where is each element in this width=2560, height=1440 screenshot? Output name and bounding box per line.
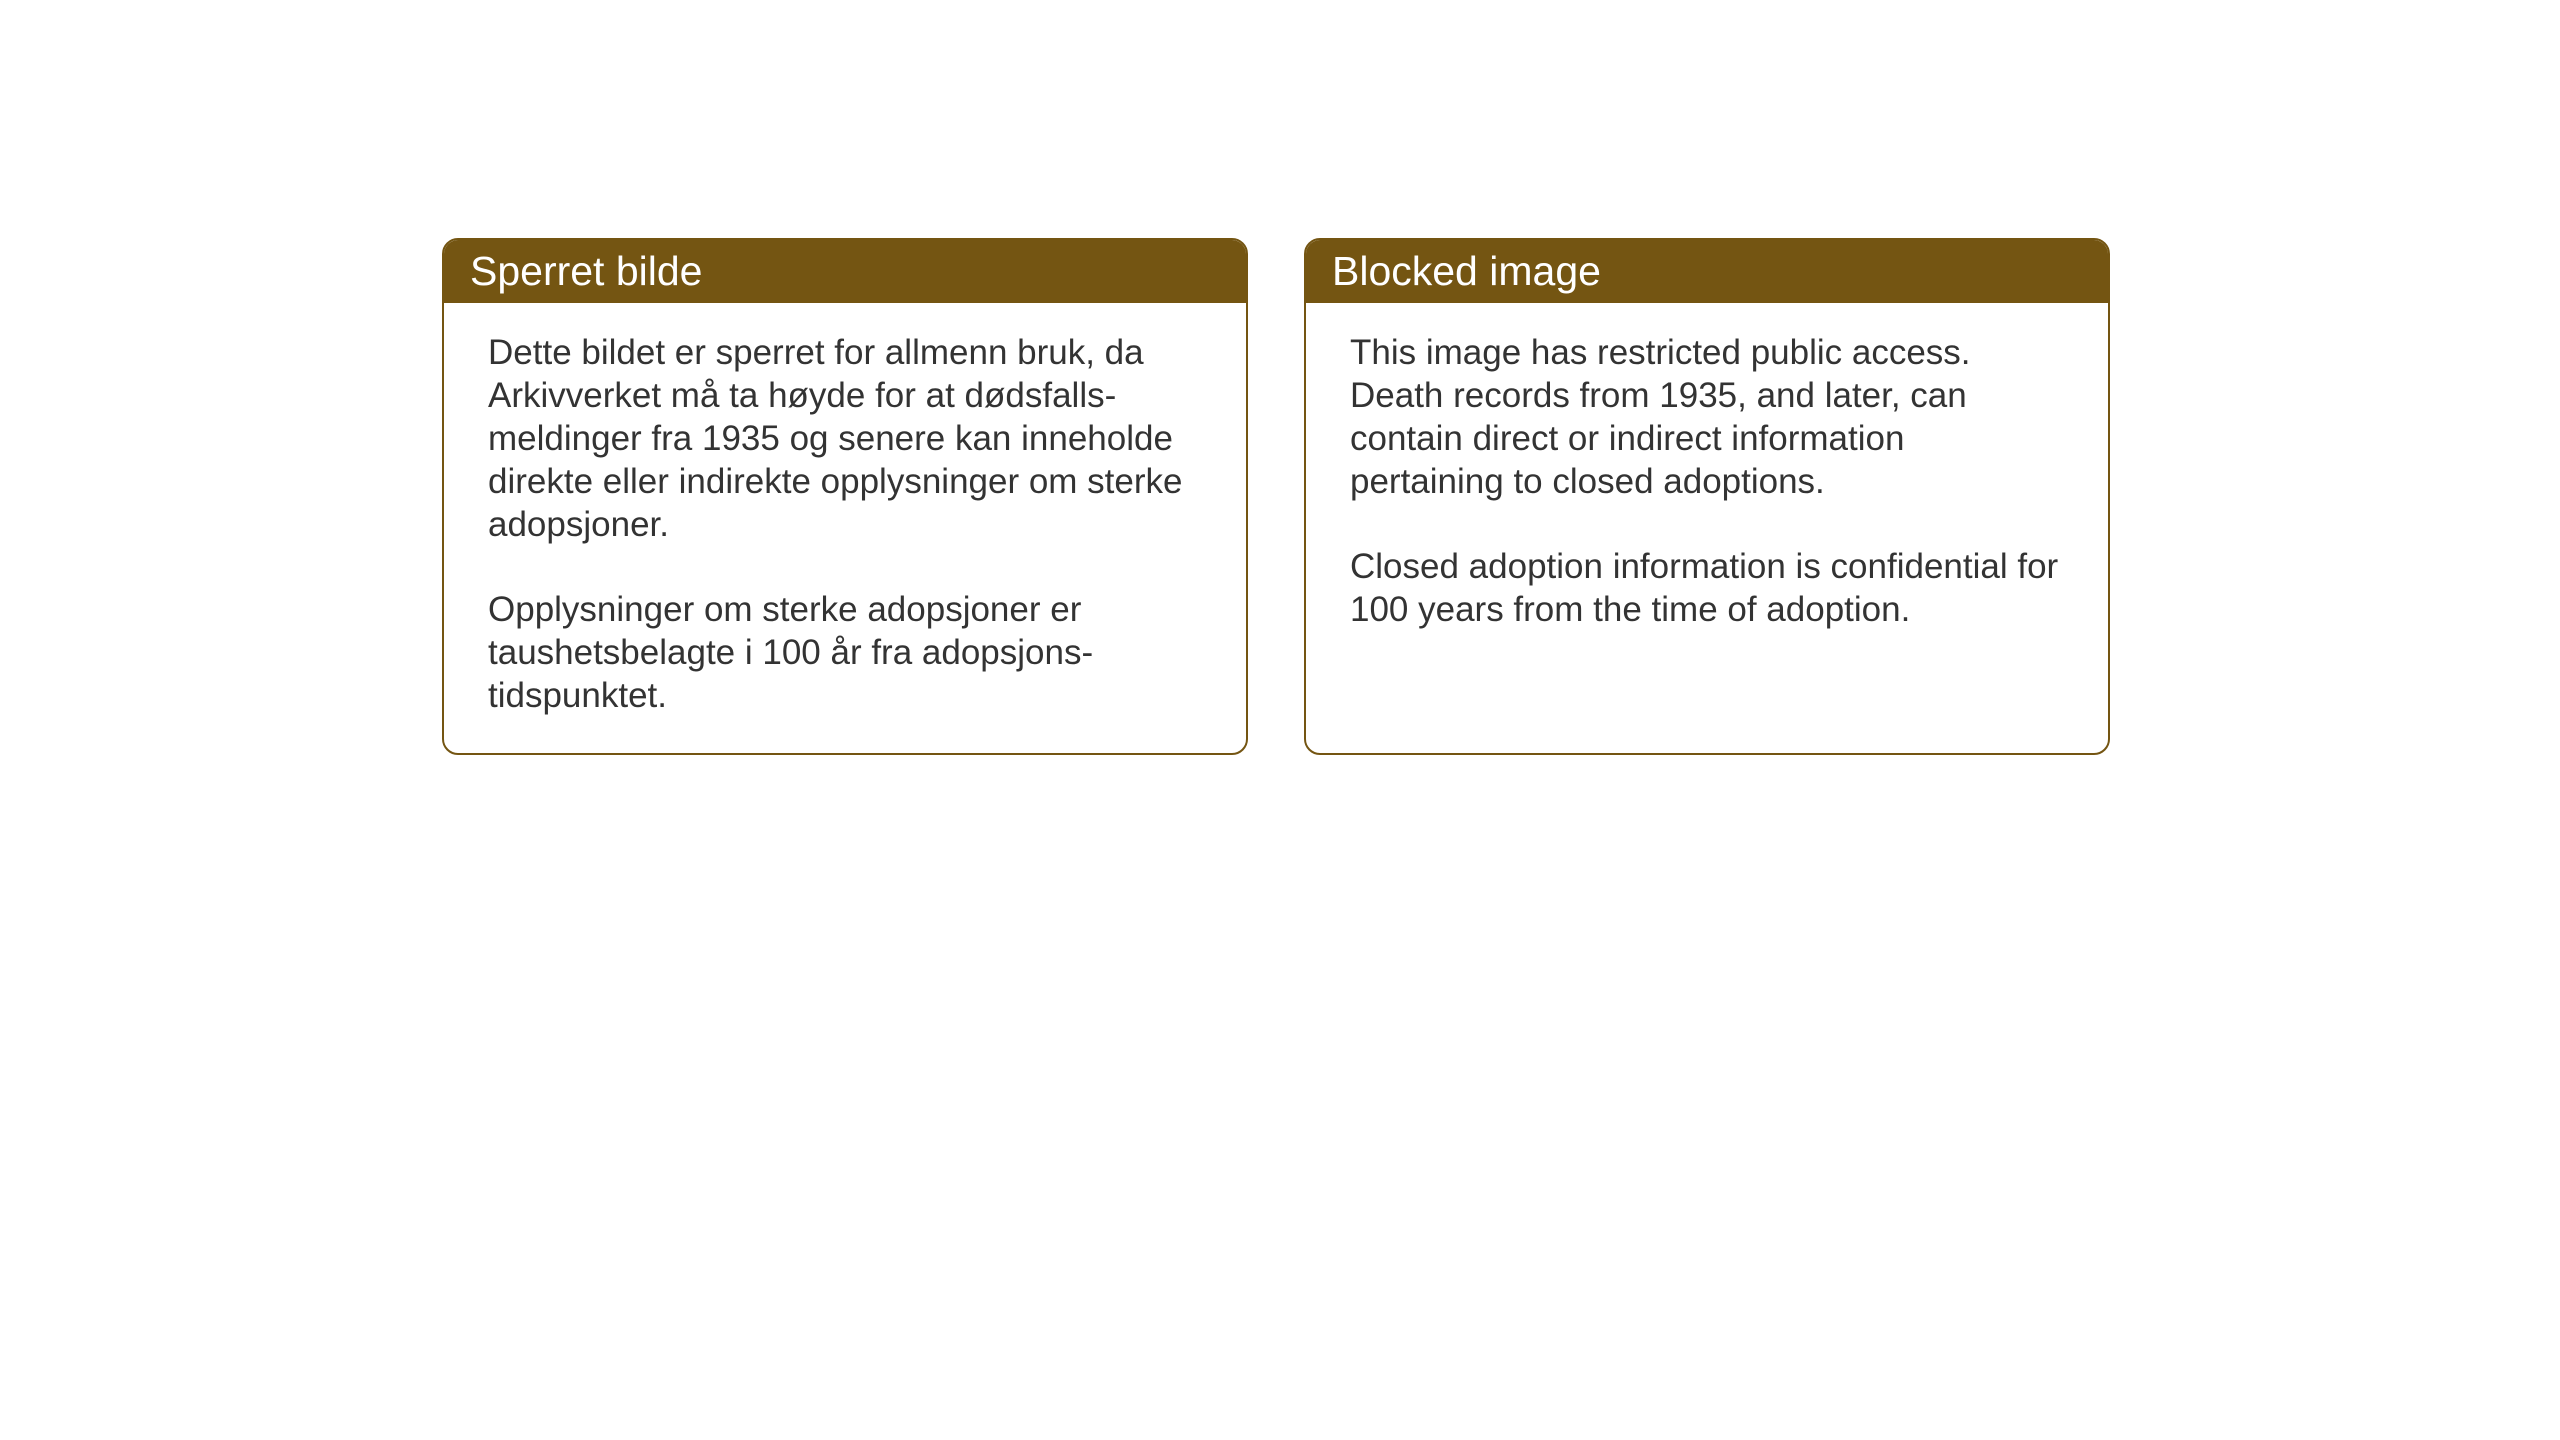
cards-container: Sperret bilde Dette bildet er sperret fo… <box>442 238 2110 755</box>
card-body-english: This image has restricted public access.… <box>1306 303 2108 667</box>
blocked-image-card-norwegian: Sperret bilde Dette bildet er sperret fo… <box>442 238 1248 755</box>
card-paragraph-1-norwegian: Dette bildet er sperret for allmenn bruk… <box>488 331 1202 546</box>
card-header-english: Blocked image <box>1306 240 2108 303</box>
card-header-norwegian: Sperret bilde <box>444 240 1246 303</box>
blocked-image-card-english: Blocked image This image has restricted … <box>1304 238 2110 755</box>
card-paragraph-1-english: This image has restricted public access.… <box>1350 331 2064 503</box>
card-paragraph-2-norwegian: Opplysninger om sterke adopsjoner er tau… <box>488 588 1202 717</box>
card-paragraph-2-english: Closed adoption information is confident… <box>1350 545 2064 631</box>
card-body-norwegian: Dette bildet er sperret for allmenn bruk… <box>444 303 1246 753</box>
